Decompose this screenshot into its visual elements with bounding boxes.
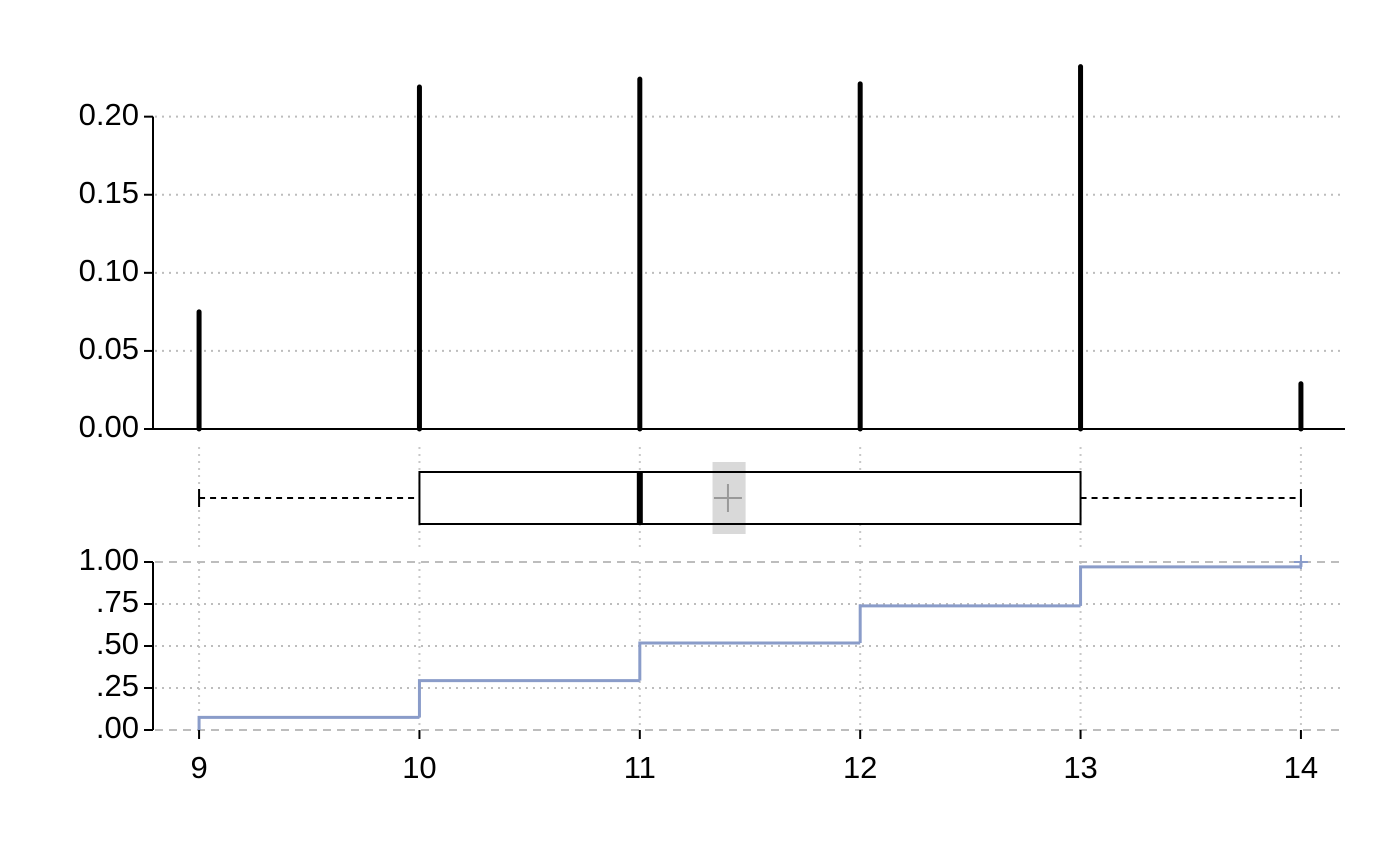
y-tick-label: 0.00 [79, 409, 139, 444]
y-tick-label: 0.05 [79, 331, 139, 366]
y-tick-label: 0.10 [79, 253, 139, 288]
y-tick-label: 1.00 [79, 542, 139, 577]
y-tick-label: 0.15 [79, 175, 139, 210]
x-tick-label: 13 [1063, 750, 1097, 785]
y-tick-label: .25 [96, 668, 139, 703]
mean [713, 484, 742, 512]
x-tick-label: 10 [402, 750, 436, 785]
box [418, 471, 1082, 525]
y-tick-label: .50 [96, 626, 139, 661]
ecdf-end [1293, 555, 1308, 569]
y-tick-label: .75 [96, 584, 139, 619]
ecdf-step [858, 604, 1081, 643]
y-tick-label: .00 [96, 710, 139, 745]
ecdf-step [197, 715, 420, 730]
ecdf-step [638, 641, 861, 681]
x-tick-label: 12 [843, 750, 877, 785]
x-tick-label: 11 [624, 750, 656, 785]
ecdf-step [1079, 565, 1301, 606]
y-tick-label: 0.20 [79, 97, 139, 132]
x-tick-label: 9 [190, 750, 207, 785]
ecdf-step [417, 679, 640, 718]
x-tick-label: 14 [1284, 750, 1318, 785]
